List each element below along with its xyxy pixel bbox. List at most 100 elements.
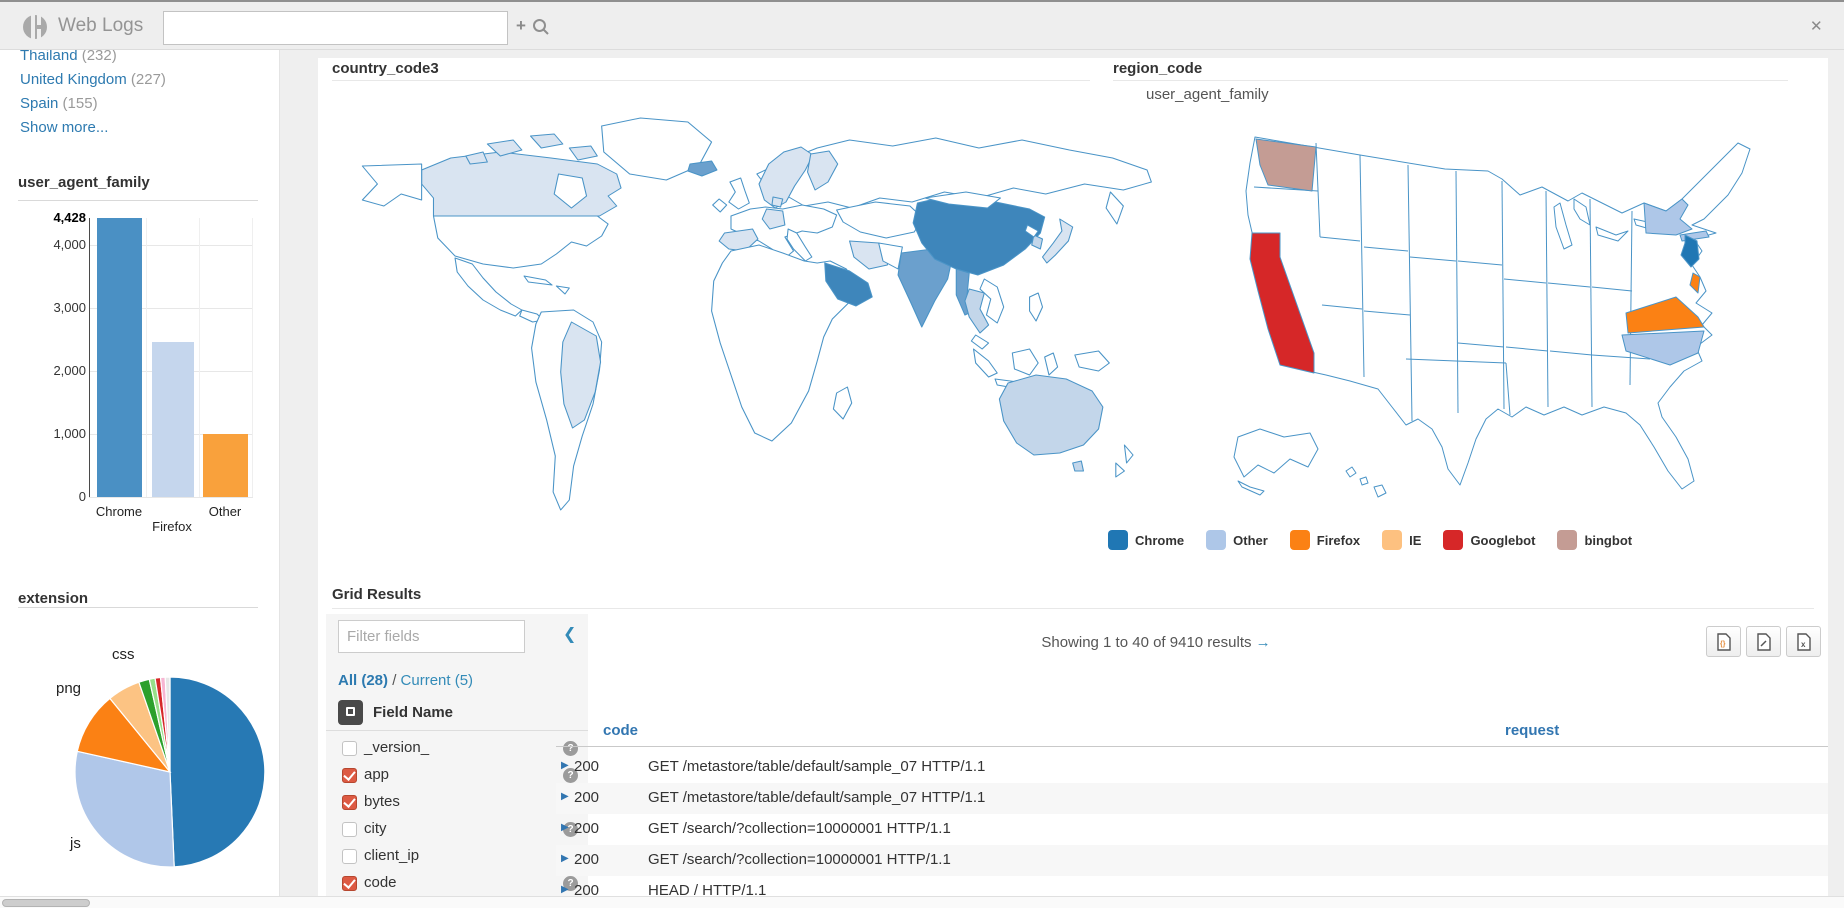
field-checkbox[interactable] bbox=[342, 795, 357, 810]
column-header-code[interactable]: code bbox=[603, 722, 639, 739]
add-widget-icon[interactable]: + bbox=[516, 16, 526, 35]
pie-slice[interactable] bbox=[164, 676, 171, 773]
legend-item-googlebot[interactable]: Googlebot bbox=[1443, 530, 1535, 550]
legend-label: Googlebot bbox=[1470, 532, 1536, 548]
expand-row-icon[interactable]: ▶ bbox=[561, 853, 569, 864]
legend-label: bingbot bbox=[1584, 532, 1633, 548]
legend-item-chrome[interactable]: Chrome bbox=[1108, 530, 1184, 550]
help-icon[interactable]: ? bbox=[563, 822, 578, 837]
state-virginia[interactable] bbox=[1625, 296, 1705, 334]
main-panel: country_code3 region_code user_agent_fam… bbox=[318, 58, 1828, 908]
facet-item-spain[interactable]: Spain (155) bbox=[20, 92, 166, 116]
country-iceland[interactable] bbox=[687, 160, 718, 177]
country-sumatra bbox=[972, 348, 998, 378]
field-name-header: Field Name bbox=[373, 704, 454, 721]
help-icon[interactable]: ? bbox=[563, 768, 578, 783]
expand-row-icon[interactable]: ▶ bbox=[561, 760, 569, 771]
us-choropleth-map[interactable] bbox=[1230, 107, 1805, 522]
country-thailand[interactable] bbox=[964, 288, 990, 334]
expand-row-icon[interactable]: ▶ bbox=[561, 791, 569, 802]
legend-label: Firefox bbox=[1316, 532, 1361, 548]
field-row-version: _version_ ? bbox=[326, 736, 588, 763]
facet-link[interactable]: Thailand bbox=[20, 50, 78, 64]
state-new-jersey[interactable] bbox=[1680, 234, 1700, 268]
country-germany[interactable] bbox=[761, 208, 786, 230]
export-json-button[interactable] bbox=[1746, 626, 1781, 657]
show-more-link[interactable]: Show more... bbox=[20, 119, 109, 136]
table-row[interactable]: ▶ 200 GET /metastore/table/default/sampl… bbox=[556, 752, 1828, 783]
pie-slice[interactable] bbox=[169, 676, 266, 868]
country-china[interactable] bbox=[912, 194, 1046, 276]
country-denmark[interactable] bbox=[771, 196, 784, 208]
country-vietnam bbox=[979, 278, 1005, 324]
legend-item-firefox[interactable]: Firefox bbox=[1289, 530, 1361, 550]
table-row[interactable]: ▶ 200 HEAD / HTTP/1.1 bbox=[556, 876, 1828, 907]
us-map-subtitle: user_agent_family bbox=[1146, 86, 1269, 103]
export-csv-button[interactable]: {} bbox=[1706, 626, 1741, 657]
bar-other[interactable] bbox=[203, 434, 248, 497]
all-fields-link[interactable]: All (28) bbox=[338, 672, 389, 689]
current-fields-link[interactable]: Current (5) bbox=[400, 672, 474, 689]
field-label: client_ip bbox=[364, 847, 420, 864]
horizontal-scrollbar[interactable] bbox=[0, 896, 1844, 908]
state-alaska bbox=[1233, 428, 1319, 478]
legend-label: IE bbox=[1409, 532, 1422, 548]
country-japan[interactable] bbox=[1041, 218, 1074, 264]
search-input[interactable] bbox=[163, 11, 508, 45]
country-canada[interactable] bbox=[421, 151, 622, 217]
filter-fields-input[interactable] bbox=[338, 620, 525, 653]
field-checkbox[interactable] bbox=[342, 849, 357, 864]
facet-link[interactable]: United Kingdom bbox=[20, 71, 127, 88]
search-icon[interactable] bbox=[532, 18, 550, 36]
csv-file-icon: {} bbox=[1716, 632, 1731, 651]
pie-slice[interactable] bbox=[74, 750, 175, 868]
state-hawaii bbox=[1345, 466, 1357, 478]
country-facet-list: Thailand (232) United Kingdom (227) Spai… bbox=[20, 50, 166, 140]
facet-item-thailand[interactable]: Thailand (232) bbox=[20, 50, 166, 68]
help-icon[interactable]: ? bbox=[563, 741, 578, 756]
field-checkbox[interactable] bbox=[342, 741, 357, 756]
state-california[interactable] bbox=[1249, 232, 1315, 374]
table-row[interactable]: ▶ 200 GET /metastore/table/default/sampl… bbox=[556, 783, 1828, 814]
next-page-icon[interactable]: → bbox=[1255, 634, 1271, 651]
bar-firefox[interactable] bbox=[152, 342, 194, 497]
legend-item-bingbot[interactable]: bingbot bbox=[1557, 530, 1632, 550]
results-table: Showing 1 to 40 of 9410 results → {} bbox=[556, 614, 1828, 908]
close-icon[interactable]: ✕ bbox=[1810, 18, 1823, 35]
collapse-panel-icon[interactable]: ❮ bbox=[563, 626, 577, 643]
country-brazil[interactable] bbox=[560, 321, 602, 429]
table-row[interactable]: ▶ 200 GET /search/?collection=10000001 H… bbox=[556, 845, 1828, 876]
state-north-carolina[interactable] bbox=[1621, 330, 1705, 366]
expand-row-icon[interactable]: ▶ bbox=[561, 822, 569, 833]
country-finland[interactable] bbox=[806, 150, 839, 191]
help-icon[interactable]: ? bbox=[563, 876, 578, 891]
state-delaware[interactable] bbox=[1689, 272, 1701, 294]
state-washington[interactable] bbox=[1255, 138, 1317, 192]
cell-code: 200 bbox=[574, 789, 600, 806]
field-checkbox[interactable] bbox=[342, 876, 357, 891]
country-new-zealand-south bbox=[1115, 462, 1125, 478]
bar-chrome[interactable] bbox=[97, 218, 142, 497]
facet-link[interactable]: Spain bbox=[20, 95, 59, 112]
fields-panel: ❮ All (28) / Current (5) Field Name _ver… bbox=[326, 614, 588, 896]
expand-row-icon[interactable]: ▶ bbox=[561, 884, 569, 895]
extension-pie-chart[interactable] bbox=[60, 662, 279, 882]
export-xls-button[interactable]: x bbox=[1786, 626, 1821, 657]
facet-item-united-kingdom[interactable]: United Kingdom (227) bbox=[20, 68, 166, 92]
divider bbox=[332, 608, 1814, 609]
toggle-all-fields-checkbox[interactable] bbox=[338, 700, 363, 725]
legend-swatch bbox=[1108, 530, 1128, 550]
table-row[interactable]: ▶ 200 GET /search/?collection=10000001 H… bbox=[556, 814, 1828, 845]
divider bbox=[1113, 80, 1788, 81]
field-checkbox[interactable] bbox=[342, 768, 357, 783]
country-south-korea[interactable] bbox=[1031, 234, 1044, 250]
country-australia[interactable] bbox=[998, 374, 1104, 456]
column-header-request[interactable]: request bbox=[1505, 722, 1560, 739]
country-saudi-arabia[interactable] bbox=[824, 262, 873, 307]
scrollbar-thumb[interactable] bbox=[2, 899, 90, 907]
field-checkbox[interactable] bbox=[342, 822, 357, 837]
legend-item-ie[interactable]: IE bbox=[1382, 530, 1421, 550]
legend-item-other[interactable]: Other bbox=[1206, 530, 1268, 550]
world-choropleth-map[interactable] bbox=[330, 112, 1160, 522]
state-new-york[interactable] bbox=[1643, 198, 1693, 236]
